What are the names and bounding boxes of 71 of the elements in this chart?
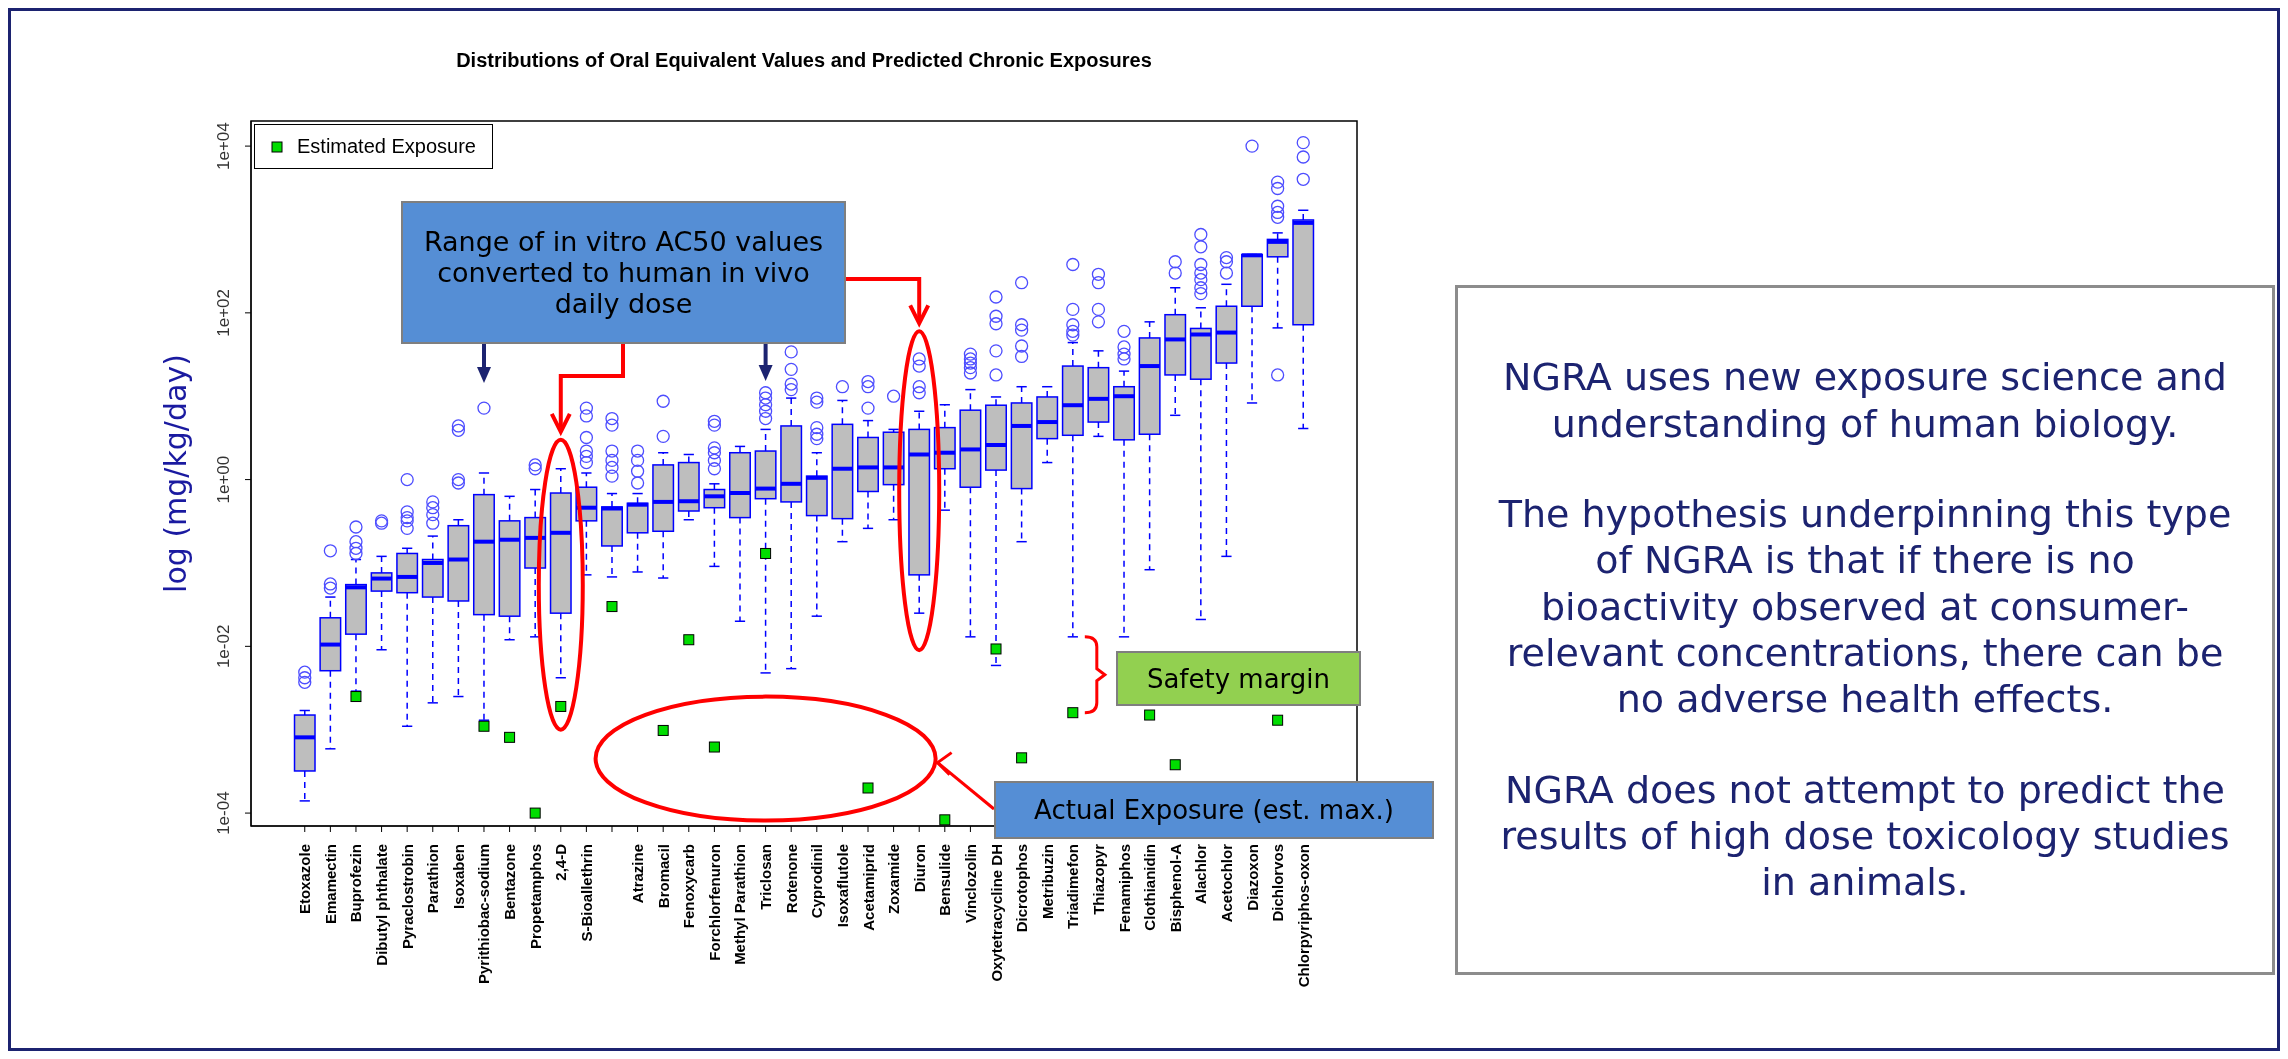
y-tick-label: 1e-04 bbox=[214, 791, 233, 835]
x-tick-label: Pyrithiobac-sodium bbox=[475, 844, 493, 985]
x-tick-label: Dichlorvos bbox=[1269, 844, 1287, 922]
x-tick-label: Propetamphos bbox=[526, 844, 544, 950]
x-tick-label: Diuron bbox=[910, 844, 928, 893]
x-tick-label: Emamectin bbox=[321, 844, 339, 925]
x-tick-label: Dibutyl phthalate bbox=[373, 844, 391, 966]
chart-title: Distributions of Oral Equivalent Values and Predicted Chronic Exposures bbox=[455, 49, 1153, 72]
x-tick-label: Acetochlor bbox=[1217, 843, 1235, 923]
x-tick-label: Bisphenol-A bbox=[1166, 843, 1184, 933]
x-tick-label: 2,4-D bbox=[552, 843, 570, 881]
x-tick-label: Fenoxycarb bbox=[680, 844, 698, 929]
x-tick-label: Acetamiprid bbox=[859, 844, 877, 931]
point bbox=[1169, 759, 1181, 771]
point bbox=[939, 814, 951, 826]
point bbox=[504, 731, 516, 743]
x-tick-label: Metribuzin bbox=[1038, 844, 1056, 919]
legend-label: Estimated Exposure bbox=[297, 135, 476, 158]
x-tick-label: Alachlor bbox=[1192, 843, 1210, 905]
x-tick-label: Vinclozolin bbox=[961, 844, 979, 923]
x-tick-label: Diazoxon bbox=[1243, 844, 1261, 911]
annotation: Safety margin bbox=[1116, 651, 1361, 706]
point bbox=[350, 691, 362, 703]
point bbox=[708, 741, 720, 753]
x-tick-label: Thiazopyr bbox=[1089, 843, 1107, 915]
point bbox=[760, 547, 772, 559]
point bbox=[1016, 752, 1028, 764]
x-tick-label: Chlorpyriphos-oxon bbox=[1294, 844, 1312, 988]
x-tick-label: Buprofezin bbox=[347, 844, 365, 923]
x-tick-label: Bentazone bbox=[501, 844, 519, 920]
y-tick-label: 1e+00 bbox=[214, 455, 233, 504]
point bbox=[862, 782, 874, 794]
point bbox=[555, 700, 567, 712]
x-tick-label: Forchlorfenuron bbox=[705, 844, 723, 961]
x-tick-label: Oxytetracycline DH bbox=[987, 844, 1005, 982]
x-tick-label: Etoxazole bbox=[296, 844, 314, 915]
point bbox=[683, 634, 695, 646]
point bbox=[529, 807, 541, 819]
annotation: Actual Exposure (est. max.) bbox=[994, 781, 1434, 839]
x-tick-label: Triclosan bbox=[757, 844, 775, 910]
annotation: Range of in vitro AC50 values converted to human in vivo daily dose bbox=[401, 201, 846, 344]
point bbox=[657, 724, 669, 736]
y-tick-label: 1e+02 bbox=[214, 288, 233, 337]
x-tick-label: Zoxamide bbox=[885, 844, 903, 915]
point bbox=[478, 720, 490, 732]
text: The hypothesis underpinning this type of NGRA is that if there is no bioactivity observed at consumer-relevant concentrations, there can be no adverse health effects. bbox=[1498, 490, 2232, 723]
point bbox=[1272, 714, 1284, 726]
text: NGRA does not attempt to predict the results of high dose toxicology studies in animals. bbox=[1499, 766, 2231, 906]
y-tick-label: 1e-02 bbox=[214, 624, 233, 669]
x-tick-label: Fenamiphos bbox=[1115, 844, 1133, 933]
x-tick-label: Isoxaflutole bbox=[833, 844, 851, 928]
point bbox=[990, 643, 1002, 655]
text: NGRA uses new exposure science and understanding of human biology. bbox=[1502, 354, 2228, 447]
x-tick-label: Clothianidin bbox=[1141, 844, 1159, 931]
x-tick-label: Bensulide bbox=[936, 844, 954, 916]
x-tick-label: Triadimefon bbox=[1064, 844, 1082, 930]
x-tick-label: Pyraclostrobin bbox=[398, 844, 416, 950]
x-tick-label: Methyl Parathion bbox=[731, 844, 749, 965]
y-axis-title: log (mg/kg/day) bbox=[158, 354, 193, 593]
x-tick-label: Cyprodinil bbox=[808, 844, 826, 919]
point bbox=[606, 601, 618, 613]
x-tick-label: Isoxaben bbox=[449, 844, 467, 910]
x-tick-label: S-Bioallethrin bbox=[577, 844, 595, 942]
x-tick-label: Atrazine bbox=[629, 844, 647, 904]
x-tick-label: Parathion bbox=[424, 844, 442, 914]
x-tick-label: Bromacil bbox=[654, 844, 672, 909]
x-tick-label: Rotenone bbox=[782, 844, 800, 914]
y-tick-label: 1e+04 bbox=[214, 122, 233, 170]
point bbox=[1144, 709, 1156, 721]
point bbox=[1067, 707, 1079, 719]
x-tick-label: Dicrotophos bbox=[1013, 844, 1031, 933]
